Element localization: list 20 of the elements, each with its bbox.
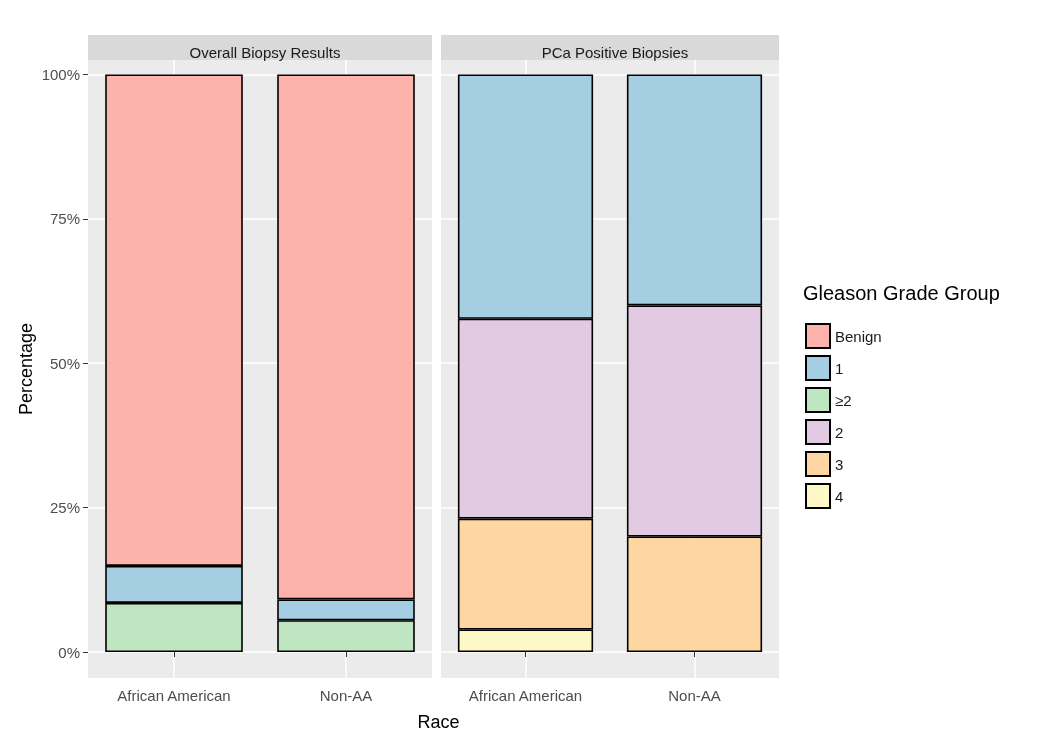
text: 3 — [835, 455, 844, 473]
legend-label: 1 — [835, 359, 844, 377]
y-tick-label: 50% — [49, 354, 80, 372]
y-tick-label: 100% — [41, 65, 80, 83]
legend-title: Gleason Grade Group — [803, 282, 1000, 304]
y-axis-title: Percentage — [16, 322, 36, 416]
y-tick-label: 75% — [49, 210, 80, 228]
legend-label: Benign — [835, 327, 882, 345]
y-tick-label: 0% — [58, 643, 80, 661]
legend-label: ≥2 — [835, 391, 852, 409]
chart-title: Overall Biopsy Results — [189, 44, 341, 61]
chart-title: PCa Positive Biopsies — [541, 44, 689, 61]
x-axis-title: Race — [417, 712, 460, 732]
x-tick-label: Non-AA — [668, 687, 721, 704]
text: 4 — [835, 487, 844, 505]
y-tick-label: 25% — [49, 499, 80, 517]
x-tick-label: African American — [117, 687, 231, 704]
x-tick-label: African American — [468, 687, 583, 704]
text: 2 — [835, 423, 844, 441]
x-tick-label: Non-AA — [319, 687, 373, 704]
